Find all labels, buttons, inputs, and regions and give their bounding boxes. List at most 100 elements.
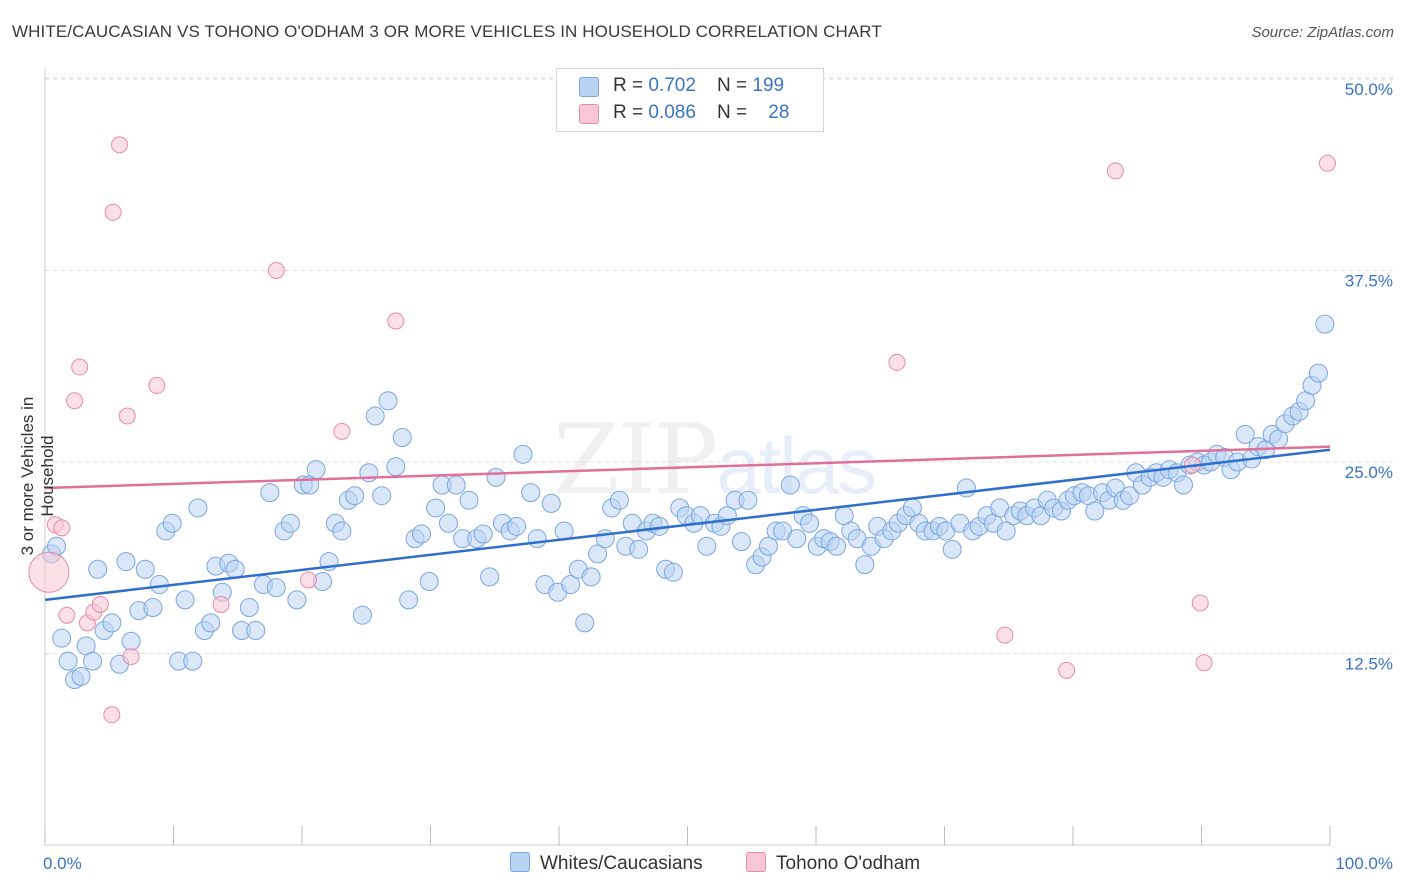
whites-point [280,513,300,533]
whites-point [1315,314,1335,334]
y-tick-label: 25.0% [1345,463,1393,482]
legend-r-label: R = [613,102,649,123]
whites-point [697,536,717,556]
watermark-zip: ZIP [553,404,718,516]
tohono-point [71,358,89,376]
whites-point [135,559,155,579]
legend-n-value: 199 [752,75,785,96]
whites-point [561,575,581,595]
whites-point [246,621,266,641]
legend-swatch-whites [579,77,599,97]
tohono-point [996,626,1014,644]
tohono-point [1058,661,1076,679]
tohono-point [888,353,906,371]
whites-point [372,486,392,506]
whites-point [738,490,758,510]
whites-point [581,567,601,587]
whites-point [426,498,446,518]
tohono-point [212,595,230,613]
tohono-point [333,422,351,440]
tohono-point [104,203,122,221]
whites-point [1174,475,1194,495]
whites-point [541,493,561,513]
whites-point [787,529,807,549]
whites-point [758,536,778,556]
whites-point [513,444,533,464]
bottom-legend-label-whites: Whites/Caucasians [540,853,703,874]
whites-point [88,559,108,579]
tohono-point [1318,154,1336,172]
stats-legend: R = 0.702 N = 199 R = 0.086 N = 28 [556,68,824,132]
chart-title: WHITE/CAUCASIAN VS TOHONO O'ODHAM 3 OR M… [12,22,882,41]
whites-point [175,590,195,610]
x-tick-label-min: 0.0% [43,854,82,873]
tohono-point [267,262,285,279]
tohono-point [1191,594,1209,612]
whites-point [306,460,326,480]
whites-point [83,651,103,671]
watermark: ZIPatlas [553,404,877,516]
legend-r-value: 0.086 [648,102,696,123]
y-tick-label: 50.0% [1345,80,1393,99]
tohono-point [58,606,76,624]
whites-point [1085,501,1105,521]
legend-n-label: N = [717,75,753,96]
whites-point [956,478,976,498]
series-whites-points [41,314,1335,690]
whites-point [225,559,245,579]
whites-point [188,498,208,518]
tohono-point [118,407,136,425]
whites-point [446,475,466,495]
whites-point [266,578,286,598]
legend-n-label: N = [717,102,753,123]
whites-point [800,513,820,533]
whites-point [780,475,800,495]
tohono-point [1195,654,1213,672]
axes [44,68,1331,846]
whites-point [412,524,432,544]
tohono-point [53,519,71,537]
y-tick-label: 12.5% [1345,655,1393,674]
whites-point [1235,424,1255,444]
whites-point [102,613,122,633]
series-tohono-points [28,136,1336,724]
whites-point [731,532,751,552]
tohono-point [91,595,109,613]
whites-point [609,490,629,510]
trend-line-tohono [44,445,1331,490]
tohono-point [122,648,140,666]
whites-point [399,590,419,610]
whites-point [1120,486,1140,506]
whites-point [459,490,479,510]
whites-point [507,516,527,536]
y-axis-label: 3 or more Vehicles in Household [18,396,57,556]
whites-point [378,391,398,411]
whites-point [239,598,259,618]
whites-point [588,544,608,564]
grid-lines [45,77,1395,654]
whites-point [183,651,203,671]
bottom-legend-tohono: Tohono O'odham [746,852,920,875]
whites-point [345,486,365,506]
whites-point [162,513,182,533]
trend-lines [44,445,1331,602]
whites-point [473,524,493,544]
whites-point [663,562,683,582]
tohono-point [148,376,166,394]
tick-labels: 12.5% 25.0% 37.5% 50.0% 0.0% 100.0% [43,80,1393,873]
tohono-point [111,136,129,154]
whites-point [486,467,506,487]
whites-point [480,567,500,587]
whites-point [121,631,141,651]
whites-point [942,539,962,559]
whites-point [116,552,136,572]
whites-point [386,457,406,477]
tohono-point [387,312,405,330]
whites-point [52,628,72,648]
whites-point [527,529,547,549]
whites-point [287,590,307,610]
bottom-legend-label-tohono: Tohono O'odham [776,853,921,874]
tohono-point [66,392,84,410]
whites-point [392,427,412,447]
